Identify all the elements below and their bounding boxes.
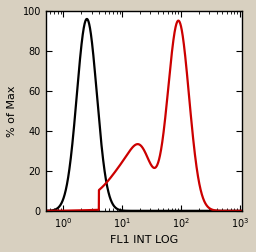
Y-axis label: % of Max: % of Max bbox=[7, 85, 17, 137]
X-axis label: FL1 INT LOG: FL1 INT LOG bbox=[110, 235, 178, 245]
